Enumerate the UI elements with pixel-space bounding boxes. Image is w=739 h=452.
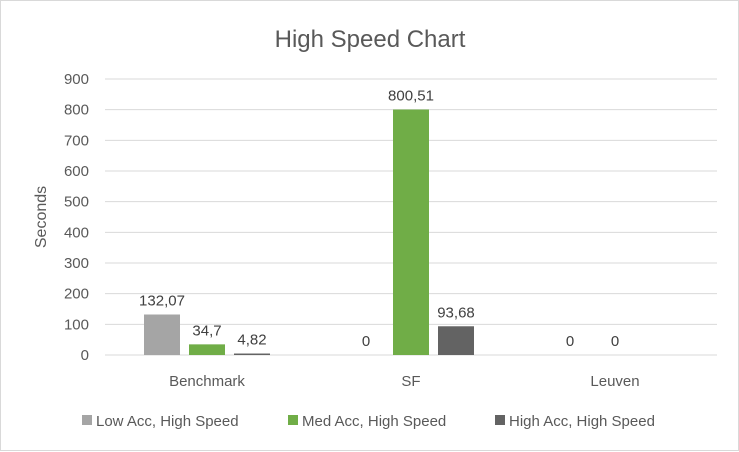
data-label: 34,7 xyxy=(192,322,221,339)
chart-title: High Speed Chart xyxy=(275,26,466,53)
data-label: 0 xyxy=(566,333,574,350)
category-labels: Benchmark SF Leuven xyxy=(169,373,640,390)
bar xyxy=(189,344,225,355)
bar xyxy=(393,109,429,355)
y-axis-ticks: 0 100 200 300 400 500 600 700 800 900 xyxy=(64,71,89,364)
data-labels: 132,07 34,7 4,82 0 800,51 93,68 0 0 xyxy=(139,88,619,350)
y-tick-label: 100 xyxy=(64,316,89,333)
bars xyxy=(144,109,474,355)
data-label: 0 xyxy=(362,333,370,350)
legend-swatch xyxy=(82,415,92,425)
legend-label: High Acc, High Speed xyxy=(509,413,655,430)
y-tick-label: 0 xyxy=(81,347,89,364)
category-label: Leuven xyxy=(590,373,639,390)
legend-swatch xyxy=(288,415,298,425)
legend-label: Med Acc, High Speed xyxy=(302,413,446,430)
data-label: 93,68 xyxy=(437,304,475,321)
bar xyxy=(438,326,474,355)
data-label: 132,07 xyxy=(139,292,185,309)
legend: Low Acc, High Speed Med Acc, High Speed Hi… xyxy=(82,413,655,430)
y-tick-label: 300 xyxy=(64,255,89,272)
y-tick-label: 200 xyxy=(64,286,89,303)
legend-swatch xyxy=(495,415,505,425)
y-axis-label: Seconds xyxy=(33,186,50,248)
category-label: SF xyxy=(401,373,420,390)
y-tick-label: 400 xyxy=(64,224,89,241)
category-label: Benchmark xyxy=(169,373,245,390)
legend-label: Low Acc, High Speed xyxy=(96,413,239,430)
y-tick-label: 800 xyxy=(64,102,89,119)
data-label: 0 xyxy=(611,333,619,350)
y-tick-label: 900 xyxy=(64,71,89,88)
y-tick-label: 600 xyxy=(64,163,89,180)
data-label: 4,82 xyxy=(237,332,266,349)
y-tick-label: 500 xyxy=(64,194,89,211)
bar xyxy=(144,314,180,355)
y-tick-label: 700 xyxy=(64,132,89,149)
data-label: 800,51 xyxy=(388,88,434,105)
bar xyxy=(234,353,270,355)
